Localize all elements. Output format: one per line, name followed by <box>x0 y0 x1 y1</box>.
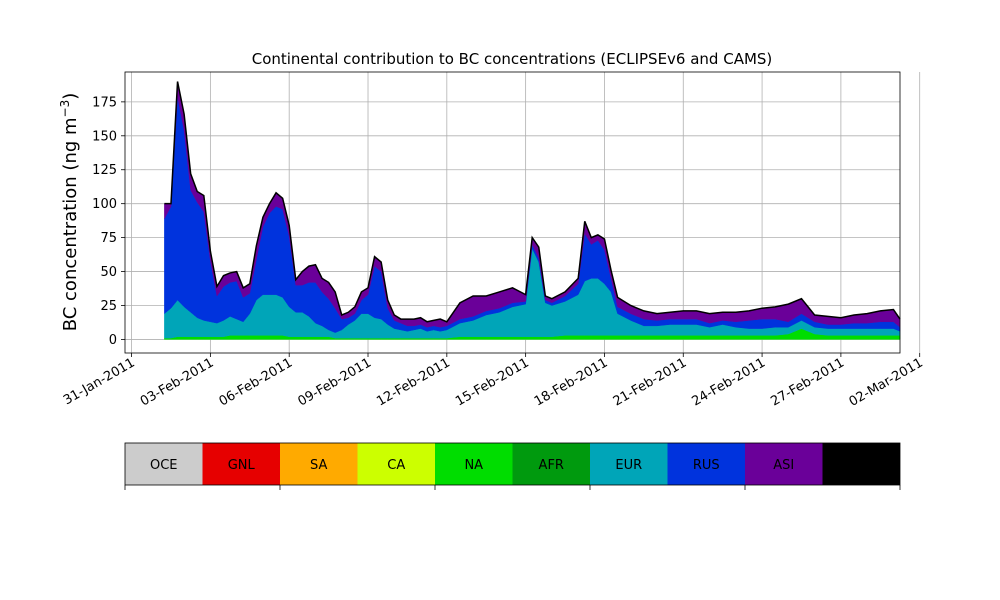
legend-swatch-ca <box>357 443 435 485</box>
legend-swatch-rus <box>667 443 745 485</box>
legend-label-aus: AUS <box>848 458 875 473</box>
legend-label-rus: RUS <box>693 458 720 473</box>
x-tick-label: 31-Jan-2011 <box>61 355 138 408</box>
legend-label-gnl: GNL <box>228 458 256 473</box>
y-tick-label: 150 <box>92 129 117 144</box>
y-axis-label: BC concentration (ng m−3) <box>58 93 81 332</box>
x-tick-label: 18-Feb-2011 <box>532 355 611 409</box>
legend-label-ca: CA <box>387 458 405 473</box>
legend-label-asi: ASI <box>773 458 794 473</box>
y-tick-label: 175 <box>92 95 117 110</box>
legend-swatch-na <box>435 443 513 485</box>
legend-swatch-gnl <box>202 443 280 485</box>
stacked-areas <box>164 81 901 340</box>
y-axis-label-close: ) <box>60 93 81 100</box>
x-tick-label: 09-Feb-2011 <box>295 355 374 409</box>
y-tick-label: 125 <box>92 163 117 178</box>
legend-label-sa: SA <box>310 458 327 473</box>
x-tick-label: 24-Feb-2011 <box>690 355 769 409</box>
legend-swatch-sa <box>280 443 358 485</box>
plot-frame <box>124 71 901 354</box>
x-tick-label: 12-Feb-2011 <box>374 355 453 409</box>
y-tick-label: 0 <box>109 333 117 348</box>
total-line <box>164 81 901 323</box>
x-tick-label: 15-Feb-2011 <box>453 355 532 409</box>
y-tick-label: 75 <box>100 231 117 246</box>
region-colorbar-legend: OCE GNL SA CA NA AFR EUR RUS ASI AUS <box>124 442 901 490</box>
legend-swatch-eur <box>590 443 668 485</box>
y-axis-label-superscript: −3 <box>58 100 72 118</box>
legend-swatch-afr <box>512 443 590 485</box>
legend-frame <box>124 442 901 486</box>
chart-title: Continental contribution to BC concentra… <box>252 50 773 68</box>
legend-swatch-oce <box>125 443 203 485</box>
x-tick-label: 06-Feb-2011 <box>217 355 296 409</box>
x-tick-label: 21-Feb-2011 <box>611 355 690 409</box>
x-tick-label: 02-Mar-2011 <box>847 355 926 409</box>
x-tick-label: 03-Feb-2011 <box>138 355 217 409</box>
legend-swatch-asi <box>745 443 823 485</box>
legend-swatch-aus <box>822 443 900 485</box>
x-tick-label: 27-Feb-2011 <box>768 355 847 409</box>
total-concentration-line <box>164 81 901 323</box>
legend-label-afr: AFR <box>539 458 564 473</box>
y-tick-label: 25 <box>100 299 117 314</box>
legend-label-oce: OCE <box>150 458 178 473</box>
legend-label-na: NA <box>464 458 483 473</box>
y-axis-label-main: BC concentration (ng m <box>60 117 81 331</box>
y-tick-label: 50 <box>100 265 117 280</box>
legend-label-eur: EUR <box>615 458 642 473</box>
y-tick-label: 100 <box>92 197 117 212</box>
